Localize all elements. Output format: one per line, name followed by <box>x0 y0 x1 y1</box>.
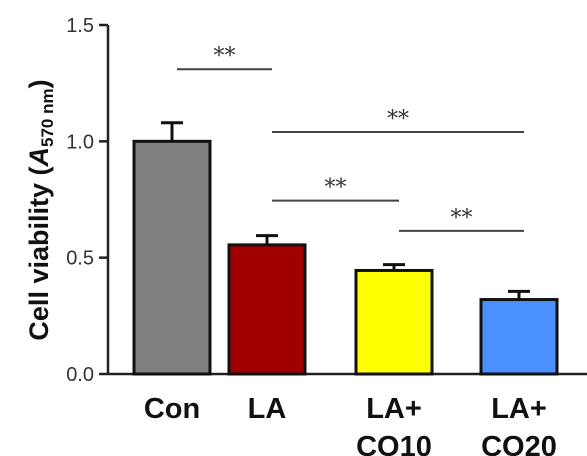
bar <box>132 139 212 376</box>
chart-bars <box>132 121 559 376</box>
y-axis-label-subscript: 570 nm <box>38 88 57 147</box>
y-tick-label: 0.5 <box>66 248 94 270</box>
y-tick-label: 1.5 <box>66 15 94 37</box>
y-axis-label-close: ) <box>24 79 54 88</box>
category-label: CQ20 <box>481 431 557 456</box>
significance-label: ** <box>387 107 409 132</box>
significance-label: ** <box>214 44 236 69</box>
category-label: LA+ <box>366 393 422 425</box>
significance-label: ** <box>325 176 347 201</box>
category-label: Con <box>144 393 200 425</box>
y-axis-label: Cell viability (A570 nm) <box>24 79 57 340</box>
y-tick-label: 1.0 <box>66 131 94 153</box>
category-label: CQ10 <box>356 431 432 456</box>
significance-label: ** <box>451 206 473 231</box>
category-label: LA+ <box>491 393 547 425</box>
chart-labels: Con LA LA+ CQ10 LA+ CQ20 Cell viability (A570 … <box>24 79 557 456</box>
category-label: LA <box>248 393 287 425</box>
bar <box>354 268 434 376</box>
y-axis-label-main: Cell viability ( <box>24 167 54 341</box>
bar <box>227 243 307 376</box>
y-axis-label-symbol: A <box>24 147 54 168</box>
significance-annotations: ** ** ** ** <box>177 44 524 232</box>
bar <box>479 298 559 376</box>
y-tick-label: 0.0 <box>66 364 94 386</box>
